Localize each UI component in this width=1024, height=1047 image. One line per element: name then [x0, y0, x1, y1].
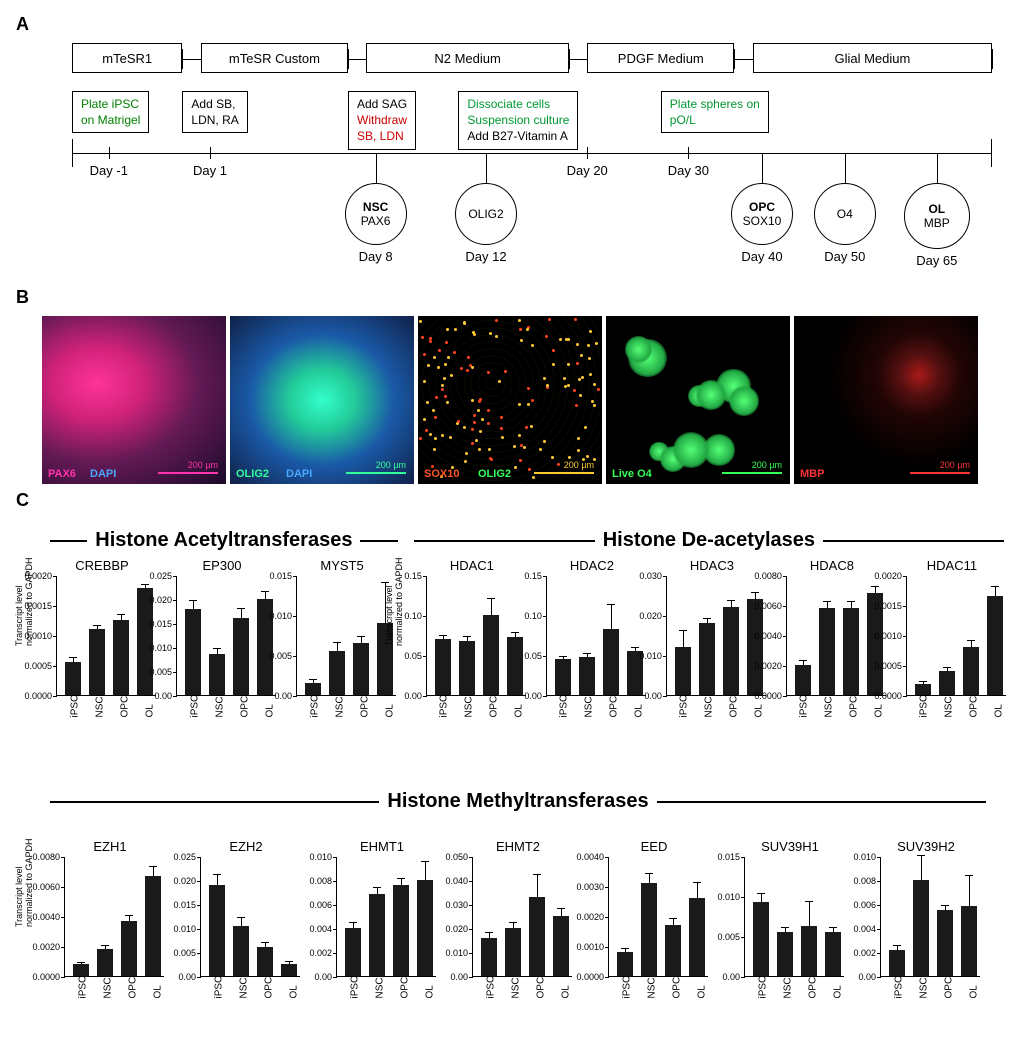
- media-box: N2 Medium: [366, 43, 568, 73]
- chart-title: MYST5: [320, 558, 363, 576]
- charts-row-top: CREBBP0.00000.00050.00100.00150.0020iPSC…: [42, 558, 1012, 758]
- stain-label: Live O4: [612, 468, 652, 480]
- y-axis-title: Transcript levelnormalized to GAPDH: [14, 557, 34, 646]
- bar-chart: CREBBP0.00000.00050.00100.00150.0020iPSC…: [44, 558, 160, 758]
- chart-title: EHMT2: [496, 839, 540, 857]
- chart-title: HDAC1: [450, 558, 494, 576]
- marker-day-label: Day 40: [741, 249, 782, 264]
- scientific-figure: A mTeSR1 mTeSR Custom N2 Medium PDGF Medium…: [0, 0, 1024, 1047]
- stain-label: SOX10: [424, 468, 459, 480]
- day-label: Day -1: [90, 163, 128, 178]
- stage-marker: OLMBP: [904, 183, 970, 249]
- stain-label: DAPI: [286, 468, 312, 480]
- chart-title: SUV39H1: [761, 839, 819, 857]
- chart-title: HDAC8: [810, 558, 854, 576]
- chart-title: HDAC3: [690, 558, 734, 576]
- bar-chart: SUV39H20.000.0020.0040.0060.0080.010iPSC…: [860, 839, 992, 1039]
- stain-label: MBP: [800, 468, 824, 480]
- chart-group-title: Histone Acetyltransferases: [42, 529, 406, 552]
- panel-a-letter: A: [16, 14, 1012, 35]
- chart-title: EHMT1: [360, 839, 404, 857]
- bar-chart: HDAC30.000.0100.0200.030iPSCNSCOPCOL: [654, 558, 770, 758]
- stage-marker: OPCSOX10: [731, 183, 793, 245]
- microscopy-image: 200 µmOLIG2DAPI: [230, 316, 414, 484]
- marker-day-label: Day 12: [465, 249, 506, 264]
- stage-marker: O4: [814, 183, 876, 245]
- bar-chart: EHMT20.000.0100.0200.0300.0400.050iPSCNS…: [452, 839, 584, 1039]
- day-label: Day 30: [668, 163, 709, 178]
- media-box: mTeSR1: [72, 43, 182, 73]
- marker-day-label: Day 65: [916, 253, 957, 268]
- chart-title: EP300: [203, 558, 242, 576]
- bar-chart: EHMT10.000.0020.0040.0060.0080.010iPSCNS…: [316, 839, 448, 1039]
- y-axis-title: Transcript levelnormalized to GAPDH: [14, 838, 34, 927]
- stain-label: OLIG2: [236, 468, 269, 480]
- chart-title: HDAC11: [927, 558, 977, 576]
- chart-title: CREBBP: [75, 558, 128, 576]
- stain-label: DAPI: [90, 468, 116, 480]
- media-box: PDGF Medium: [587, 43, 734, 73]
- stage-marker: OLIG2: [455, 183, 517, 245]
- media-box: Glial Medium: [753, 43, 992, 73]
- charts-row-bottom: EZH10.00000.00200.00400.00600.0080iPSCNS…: [42, 839, 1012, 1039]
- media-timeline: mTeSR1 mTeSR Custom N2 Medium PDGF Medium Gl…: [72, 39, 992, 81]
- stage-marker: NSCPAX6: [345, 183, 407, 245]
- procedure-box: Plate iPSCon Matrigel: [72, 91, 149, 133]
- bar-chart: EZH20.000.0050.0100.0150.0200.025iPSCNSC…: [180, 839, 312, 1039]
- marker-day-label: Day 50: [824, 249, 865, 264]
- panel-b-letter: B: [16, 287, 1012, 308]
- procedure-box: Add SAGWithdrawSB, LDN: [348, 91, 416, 150]
- chart-group-title: Histone Methyltransferases: [42, 790, 994, 813]
- microscopy-image: 200 µmMBP: [794, 316, 978, 484]
- day-label: Day 20: [567, 163, 608, 178]
- procedure-box: Plate spheres onpO/L: [661, 91, 769, 133]
- microscopy-image: 200 µmPAX6DAPI: [42, 316, 226, 484]
- chart-title: SUV39H2: [897, 839, 955, 857]
- panel-c-letter: C: [16, 490, 1012, 511]
- day-label: Day 1: [193, 163, 227, 178]
- stain-label: OLIG2: [478, 468, 511, 480]
- chart-title: EZH1: [93, 839, 126, 857]
- procedure-box: Add SB,LDN, RA: [182, 91, 247, 133]
- bar-chart: SUV39H10.000.0050.0100.015iPSCNSCOPCOL: [724, 839, 856, 1039]
- microscopy-image: 200 µmLive O4: [606, 316, 790, 484]
- bar-chart: HDAC110.00000.00050.00100.00150.0020iPSC…: [894, 558, 1010, 758]
- bar-chart: EZH10.00000.00200.00400.00600.0080iPSCNS…: [44, 839, 176, 1039]
- media-box: mTeSR Custom: [201, 43, 348, 73]
- stain-label: PAX6: [48, 468, 76, 480]
- chart-title: EZH2: [229, 839, 262, 857]
- procedure-box: Dissociate cellsSuspension cultureAdd B2…: [458, 91, 578, 150]
- marker-day-label: Day 8: [359, 249, 393, 264]
- procedure-timeline: Plate iPSCon Matrigel Add SB,LDN, RA Add S…: [72, 91, 992, 281]
- y-axis-title: Transcript levelnormalized to GAPDH: [384, 557, 404, 646]
- chart-title: EED: [641, 839, 668, 857]
- chart-group-title: Histone De-acetylases: [406, 529, 1012, 552]
- microscopy-row: 200 µmPAX6DAPI200 µmOLIG2DAPI200 µmSOX10…: [42, 316, 1012, 484]
- microscopy-image: 200 µmSOX10OLIG2: [418, 316, 602, 484]
- chart-title: HDAC2: [570, 558, 614, 576]
- bar-chart: HDAC80.00000.00200.00400.00600.0080iPSCN…: [774, 558, 890, 758]
